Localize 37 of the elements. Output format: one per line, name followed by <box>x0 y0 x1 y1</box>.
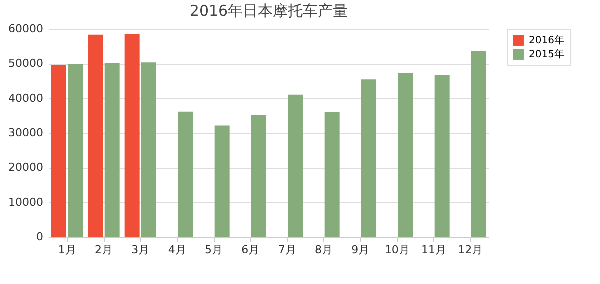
x-tick-label: 5月 <box>205 244 223 256</box>
x-tick-label: 8月 <box>315 244 333 256</box>
x-tick-label: 2月 <box>95 244 113 256</box>
bar <box>178 112 194 237</box>
bar <box>104 62 120 237</box>
x-tick-label: 9月 <box>352 244 370 256</box>
bar <box>362 80 376 237</box>
x-tick-label: 1月 <box>58 244 76 256</box>
bar <box>142 62 156 237</box>
y-tick-label: 60000 <box>8 22 44 36</box>
bar <box>68 64 84 237</box>
x-tick-label: 10月 <box>384 244 410 256</box>
bar <box>88 34 104 237</box>
x-tick-label: 4月 <box>168 244 186 256</box>
bar <box>434 75 450 237</box>
y-tick-label: 20000 <box>8 161 44 174</box>
bar <box>324 112 340 237</box>
x-tick-label: 7月 <box>278 244 296 256</box>
bar <box>288 94 304 237</box>
legend-label: 2015年 <box>529 48 564 60</box>
y-tick-label: 10000 <box>8 196 44 209</box>
x-tick-label: 11月 <box>422 244 446 256</box>
x-tick-label: 3月 <box>132 244 150 256</box>
bar <box>472 52 486 237</box>
bar <box>214 126 230 237</box>
y-tick-label: 40000 <box>8 92 44 105</box>
x-tick-label: 6月 <box>242 244 260 256</box>
legend-label: 2016年 <box>529 34 564 46</box>
bar <box>252 115 266 237</box>
chart-title: 2016年日本摩托车产量 <box>190 2 348 20</box>
bar <box>124 34 140 237</box>
y-tick-label: 30000 <box>8 126 44 140</box>
bar <box>398 73 414 237</box>
y-tick-label: 0 <box>36 230 44 244</box>
x-tick-label: 12月 <box>458 244 484 256</box>
y-tick-label: 50000 <box>8 57 44 70</box>
bar <box>52 65 66 237</box>
